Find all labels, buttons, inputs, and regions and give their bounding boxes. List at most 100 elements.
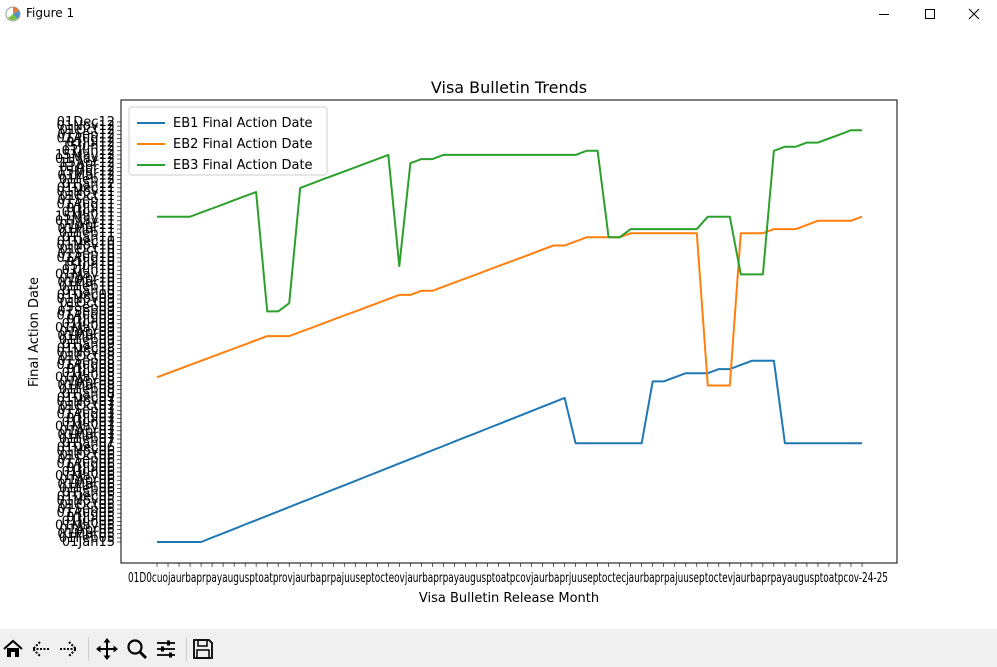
y-tick-label: 01Nov06	[57, 444, 115, 459]
y-tick-label: 01Feb12	[59, 173, 115, 188]
y-tick-label: 01Jul10	[66, 255, 115, 270]
y-tick-label: 01Feb09	[59, 333, 115, 348]
y-tick-label: 01Aug07	[57, 407, 115, 422]
y-tick-label: 01May05	[55, 519, 115, 534]
y-tick-label: 01Dec06	[57, 440, 115, 455]
y-tick-label: 01Apr08	[59, 374, 115, 389]
y-tick-label: 01Mar05	[57, 527, 115, 542]
y-tick-label: 01Dec07	[57, 391, 115, 406]
y-tick-label: 01Jul09	[66, 313, 115, 328]
save-button[interactable]	[191, 637, 215, 661]
line-chart: Visa Bulletin Trends 01Dec1201Nov1201Oct…	[0, 28, 997, 629]
y-tick-label: 01Sep09	[57, 304, 115, 319]
y-tick-label: 15Sep09	[57, 300, 115, 315]
y-tick-label: 01Jul07	[66, 411, 115, 426]
y-tick-label: 01Jan08	[62, 387, 115, 402]
y-tick-label: 01Dec08	[57, 341, 115, 356]
figure-canvas[interactable]: Visa Bulletin Trends 01Dec12 01Nov12 01Oct…	[0, 28, 997, 629]
y-tick-label: 01Jan10	[62, 284, 115, 299]
y-tick-label: 01Apr11	[59, 218, 115, 233]
close-icon	[968, 8, 980, 20]
y-tick-label: 01Mar11	[57, 222, 115, 237]
y-tick-label: 01Jul11	[66, 201, 115, 216]
y-tick-label: 01Jan09	[62, 337, 115, 352]
legend-label: EB3 Final Action Date	[173, 158, 313, 173]
y-tick-label: 01Nov10	[57, 239, 115, 254]
y-tick-label: 01Jun07	[62, 416, 115, 431]
y-tick-label: 01Apr12	[59, 160, 115, 175]
y-tick-label: 01Jun12	[62, 144, 115, 159]
back-arrow-icon	[31, 641, 49, 657]
y-tick-label: 01Feb07	[59, 432, 115, 447]
y-tick-label: 01May06	[55, 469, 115, 484]
y-tick-label: 01Nov11	[57, 185, 115, 200]
y-axis-ticks: 01Dec1201Nov1201Oct1201Sep1201Aug1201Jul…	[55, 115, 121, 550]
matplotlib-figure-icon	[5, 6, 21, 22]
y-tick-label: 01Apr05	[59, 523, 115, 538]
pan-button[interactable]	[95, 637, 119, 661]
maximize-button[interactable]	[907, 0, 953, 28]
y-tick-label: 01Nov08	[57, 346, 115, 361]
zoom-button[interactable]	[125, 637, 149, 661]
y-tick-label: 01Jun10	[62, 263, 115, 278]
window-titlebar: Figure 1	[0, 0, 997, 28]
home-button[interactable]	[1, 637, 25, 661]
y-tick-label: 01Jun06	[62, 465, 115, 480]
y-tick-label: 01Aug12	[57, 131, 115, 146]
navigation-toolbar	[0, 629, 997, 667]
y-tick-label: 01Sep06	[57, 453, 115, 468]
y-tick-label: 01Jan15	[62, 535, 115, 550]
minimize-icon	[879, 14, 889, 15]
y-tick-label: 01Jun11	[62, 206, 115, 221]
back-button[interactable]	[29, 637, 53, 661]
y-tick-label: 01Aug08	[57, 358, 115, 373]
y-tick-label: 01Aug10	[57, 251, 115, 266]
y-tick-label: 15Apr12	[59, 156, 115, 171]
y-tick-label: 01Apr09	[59, 325, 115, 340]
y-tick-label: 01Feb11	[59, 226, 115, 241]
y-tick-label: 01Jun08	[62, 366, 115, 381]
chart-title: Visa Bulletin Trends	[431, 78, 587, 97]
y-tick-label: 15May11	[55, 210, 115, 225]
pan-move-icon	[96, 638, 118, 660]
y-tick-label: 01Jul08	[66, 362, 115, 377]
series-line-3	[157, 129, 862, 313]
home-icon	[3, 639, 23, 657]
y-tick-label: 01Nov07	[57, 395, 115, 410]
configure-subplots-button[interactable]	[154, 637, 178, 661]
series-line-1	[157, 359, 862, 543]
y-tick-label: 01Jan07	[62, 436, 115, 451]
y-tick-label: 01Dec12	[57, 115, 115, 130]
y-tick-label: 01Oct08	[59, 350, 115, 365]
y-tick-label: 01Aug11	[57, 197, 115, 212]
series-layer	[156, 129, 863, 543]
y-tick-label: 01Nov12	[57, 119, 115, 134]
zoom-magnifier-icon	[127, 639, 148, 660]
y-tick-label: 01Apr07	[59, 424, 115, 439]
y-tick-label: 01Jun05	[62, 514, 115, 529]
minimize-button[interactable]	[861, 0, 907, 28]
legend-label: EB1 Final Action Date	[173, 116, 313, 131]
y-tick-label: 01Mar09	[57, 329, 115, 344]
y-tick-label: 01Jan11	[62, 230, 115, 245]
x-axis-label: Visa Bulletin Release Month	[419, 591, 599, 606]
y-tick-label: 01Feb08	[59, 383, 115, 398]
forward-button[interactable]	[56, 637, 80, 661]
y-tick-label: 01Feb05	[59, 531, 115, 546]
y-tick-label: 01Oct07	[59, 399, 115, 414]
y-tick-label: 01Sep05	[57, 502, 115, 517]
y-tick-label: 01May12	[55, 152, 115, 167]
y-tick-label: 01Dec11	[57, 181, 115, 196]
y-tick-label: 01Jul06	[66, 461, 115, 476]
toolbar-separator	[186, 637, 187, 661]
y-tick-label: 01Sep07	[57, 403, 115, 418]
y-axis-label: Final Action Date	[27, 277, 42, 387]
y-tick-label: 15May12	[55, 148, 115, 163]
y-tick-label: 01Dec05	[57, 490, 115, 505]
close-button[interactable]	[951, 0, 997, 28]
y-tick-label: 15Mar12	[57, 164, 115, 179]
y-tick-label: 01Feb10	[59, 280, 115, 295]
y-tick-label: 01May08	[55, 370, 115, 385]
y-tick-label: 01Jul05	[66, 510, 115, 525]
y-tick-label: 01Apr06	[59, 473, 115, 488]
